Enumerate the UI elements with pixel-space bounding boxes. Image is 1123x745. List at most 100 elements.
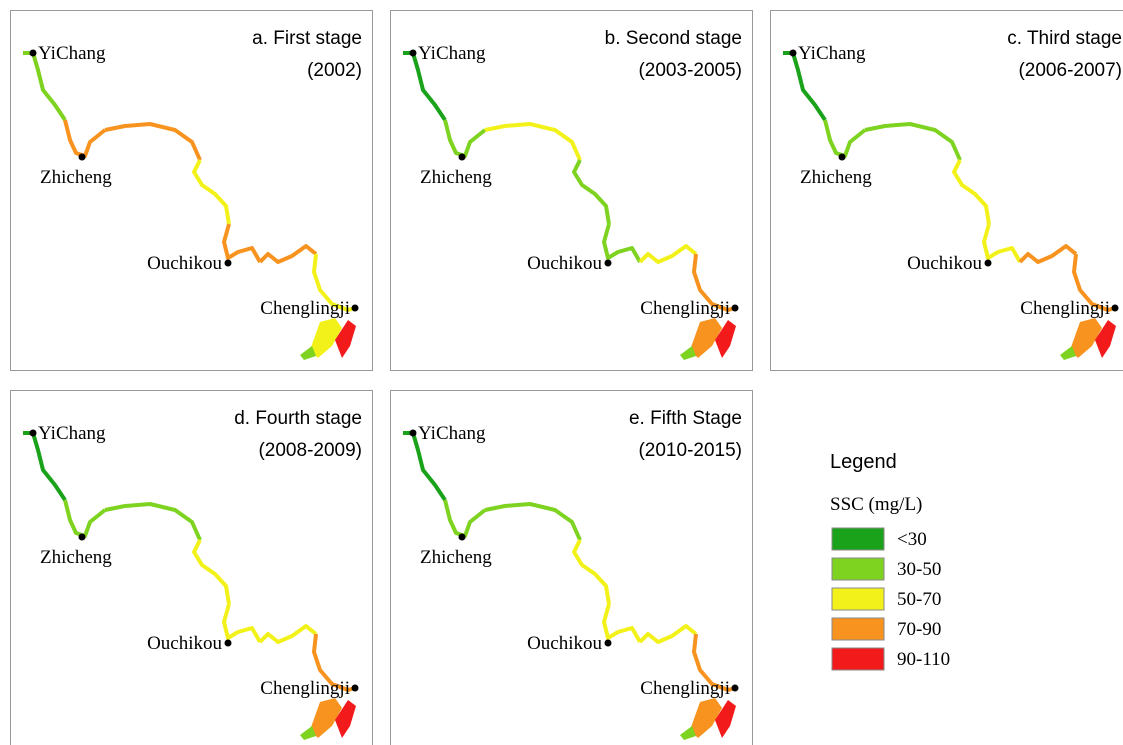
legend-label: <30 <box>897 529 927 550</box>
lake <box>690 698 722 738</box>
river-segment <box>982 223 1022 263</box>
lake <box>1095 320 1116 358</box>
panel-frame <box>770 10 1123 371</box>
place-label: Ouchikou <box>527 253 602 274</box>
legend-label: 30-50 <box>897 559 941 580</box>
river-segment <box>63 119 107 158</box>
river-segment <box>484 122 582 161</box>
place-dot <box>604 259 612 267</box>
place-label: Chenglingji <box>640 678 730 699</box>
lake <box>300 346 316 360</box>
place-dot <box>458 533 466 541</box>
lake <box>1070 318 1102 358</box>
panel-period: (2003-2005) <box>638 60 742 81</box>
river-segment <box>63 499 107 538</box>
river-segment <box>443 499 487 538</box>
legend-title: Legend <box>830 451 897 473</box>
place-dot <box>731 304 739 312</box>
place-dot <box>838 153 846 161</box>
river-segment <box>312 633 356 692</box>
river-segment <box>484 502 582 541</box>
panel-period: (2002) <box>307 60 362 81</box>
place-label: Chenglingji <box>260 678 350 699</box>
legend-swatch <box>831 617 885 641</box>
lake <box>335 320 356 358</box>
legend-label: 50-70 <box>897 589 941 610</box>
place-dot <box>351 684 359 692</box>
river-segment <box>312 253 356 312</box>
place-label: Zhicheng <box>40 547 112 568</box>
lake <box>715 700 736 738</box>
panel-frame <box>390 390 753 745</box>
panel-period: (2006-2007) <box>1018 60 1122 81</box>
lake <box>715 320 736 358</box>
river-segment <box>443 119 487 158</box>
place-dot <box>984 259 992 267</box>
river-segment <box>222 603 262 643</box>
river-segment <box>258 624 318 644</box>
place-label: Zhicheng <box>420 167 492 188</box>
place-label: Ouchikou <box>907 253 982 274</box>
legend-swatch <box>831 587 885 611</box>
river-segment <box>1018 244 1078 264</box>
legend-swatch <box>831 557 885 581</box>
place-dot <box>604 639 612 647</box>
map-panel: b. Second stage (2003-2005) YiChang Zhichen… <box>390 10 753 371</box>
place-dot <box>789 49 797 57</box>
river-segment <box>864 122 962 161</box>
legend-swatch <box>831 527 885 551</box>
place-label: Ouchikou <box>147 633 222 654</box>
river-segment <box>602 603 642 643</box>
lake <box>335 700 356 738</box>
river-segment <box>258 244 318 264</box>
panel-frame <box>10 390 373 745</box>
legend-label: 70-90 <box>897 619 941 640</box>
river-segment <box>222 223 262 263</box>
river-segment <box>823 119 867 158</box>
legend-swatch <box>831 647 885 671</box>
place-dot <box>224 639 232 647</box>
place-label: Ouchikou <box>147 253 222 274</box>
lake <box>310 318 342 358</box>
panel-period: (2008-2009) <box>258 440 362 461</box>
river-segment <box>638 624 698 644</box>
river-segment <box>638 244 698 264</box>
river-segment <box>1072 253 1116 312</box>
river-segment <box>104 502 202 541</box>
river-segment <box>192 159 231 225</box>
panel-period: (2010-2015) <box>638 440 742 461</box>
river-segment <box>192 539 231 605</box>
lake <box>300 726 316 740</box>
place-label: Zhicheng <box>40 167 112 188</box>
place-dot <box>29 429 37 437</box>
place-dot <box>78 533 86 541</box>
place-dot <box>731 684 739 692</box>
legend: Legend SSC (mg/L) <30 30-50 50-70 70-90 90-110 <box>830 451 950 671</box>
place-dot <box>409 49 417 57</box>
river-segment <box>104 122 202 161</box>
place-label: Chenglingji <box>1020 298 1110 319</box>
place-dot <box>78 153 86 161</box>
legend-subtitle: SSC (mg/L) <box>830 494 922 515</box>
panel-title: e. Fifth Stage <box>629 408 742 429</box>
river-segment <box>572 539 611 605</box>
place-dot <box>409 429 417 437</box>
place-label: YiChang <box>798 43 866 64</box>
place-label: Zhicheng <box>420 547 492 568</box>
lake <box>680 346 696 360</box>
river-segment <box>692 633 736 692</box>
panel-frame <box>390 10 753 371</box>
river-segment <box>692 253 736 312</box>
place-dot <box>458 153 466 161</box>
place-dot <box>224 259 232 267</box>
map-panel: d. Fourth stage (2008-2009) YiChang Zhichen… <box>10 390 373 745</box>
place-label: Ouchikou <box>527 633 602 654</box>
place-label: Chenglingji <box>260 298 350 319</box>
river-segment <box>952 159 991 225</box>
place-label: YiChang <box>38 423 106 444</box>
map-panel: c. Third stage (2006-2007) YiChang Zhicheng… <box>770 10 1123 371</box>
river-segment <box>602 223 642 263</box>
panel-title: c. Third stage <box>1007 28 1122 49</box>
legend-label: 90-110 <box>897 649 950 670</box>
